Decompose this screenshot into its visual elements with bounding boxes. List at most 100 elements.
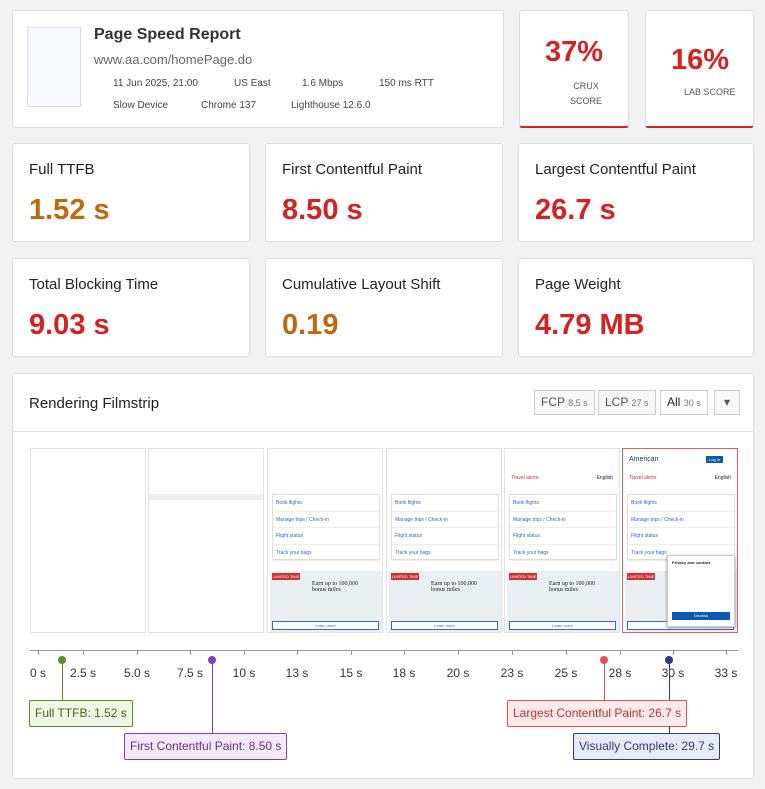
metric-label: Full TTFB xyxy=(29,161,95,178)
metric-value: 0.19 xyxy=(282,309,339,341)
divider xyxy=(13,431,753,432)
tab-time: 30 s xyxy=(683,398,701,408)
cta: Learn more xyxy=(272,621,379,630)
report-url[interactable]: www.aa.com/homePage.do xyxy=(94,52,253,67)
metric-card: Largest Contentful Paint 26.7 s xyxy=(518,143,754,242)
menu-item: Track your bags xyxy=(273,545,379,561)
badge: LIMITED TIME xyxy=(509,573,538,580)
marker-line xyxy=(62,660,63,700)
metric-label: Total Blocking Time xyxy=(29,276,159,293)
tick-label: 25 s xyxy=(554,666,578,680)
frame: Travel alerts English Book flights Manage t… xyxy=(504,448,620,633)
score-label: LAB SCORE xyxy=(684,87,736,97)
metric-label: Page Weight xyxy=(535,276,621,293)
axis-line xyxy=(30,650,738,651)
menu-item: Book flights xyxy=(628,495,734,512)
tick-label: 5.0 s xyxy=(123,666,151,680)
tab-time: 27 s xyxy=(631,398,649,408)
menu-item: Flight status xyxy=(510,528,616,545)
metric-card: Page Weight 4.79 MB xyxy=(518,258,754,357)
metric-card: Full TTFB 1.52 s xyxy=(12,143,250,242)
tab[interactable]: All 30 s xyxy=(660,390,708,415)
menu-item: Manage trips / Check-in xyxy=(628,512,734,528)
promo: LIMITED TIME Earn up to 100,000 bonus mil… xyxy=(507,571,619,632)
tab-time: 8.5 s xyxy=(568,398,588,408)
tick-label: 28 s xyxy=(608,666,632,680)
tab[interactable]: FCP 8.5 s xyxy=(534,390,595,415)
menu: Book flights Manage trips / Check-in Fligh… xyxy=(272,494,380,561)
tick-label: 30 s xyxy=(661,666,685,680)
tick-mark xyxy=(190,650,191,655)
alerts: Travel alerts xyxy=(511,475,539,481)
menu-item: Track your bags xyxy=(510,545,616,561)
menu-item: Manage trips / Check-in xyxy=(273,512,379,528)
menu-item: Book flights xyxy=(273,495,379,512)
metric-label: First Contentful Paint xyxy=(282,161,423,178)
language: English xyxy=(596,475,613,481)
tick-label: 23 s xyxy=(500,666,524,680)
marker-dot xyxy=(665,656,673,664)
tick-label: 18 s xyxy=(392,666,416,680)
promo-text: Earn up to 100,000 bonus miles xyxy=(312,581,358,593)
marker-label: Largest Contentful Paint: 26.7 s xyxy=(507,700,688,727)
menu-item: Flight status xyxy=(628,528,734,545)
tick-label: 20 s xyxy=(446,666,470,680)
score-value: 37% xyxy=(544,36,604,68)
marker-label: First Contentful Paint: 8.50 s xyxy=(124,733,288,760)
marker-dot xyxy=(600,656,608,664)
badge: LIMITED TIME xyxy=(391,573,420,580)
tick-mark xyxy=(673,650,674,655)
promo-text: Earn up to 100,000 bonus miles xyxy=(431,581,477,593)
menu-item: Flight status xyxy=(273,528,379,545)
frame: Travel alerts English American Log in Book f… xyxy=(622,448,738,633)
meta: Slow Device xyxy=(113,100,169,111)
tick-label: 33 s xyxy=(714,666,738,680)
marker-line xyxy=(212,660,213,733)
report-title: Page Speed Report xyxy=(94,26,241,43)
tick-mark xyxy=(458,650,459,655)
tab[interactable]: LCP 27 s xyxy=(598,390,656,415)
meta: US East xyxy=(234,78,271,89)
metric-card: First Contentful Paint 8.50 s xyxy=(265,143,503,242)
menu: Book flights Manage trips / Check-in Fligh… xyxy=(509,494,617,561)
meta: 11 Jun 2025, 21:00 xyxy=(113,78,198,89)
brand: American xyxy=(629,456,659,463)
tick-mark xyxy=(351,650,352,655)
promo: LIMITED TIME Earn up to 100,000 bonus mil… xyxy=(389,571,501,632)
metric-value: 4.79 MB xyxy=(535,309,645,341)
marker-line xyxy=(604,660,605,700)
menu: Book flights Manage trips / Check-in Fligh… xyxy=(627,494,735,561)
marker-dot xyxy=(208,656,216,664)
badge: LIMITED TIME xyxy=(627,573,656,580)
login: Log in xyxy=(706,456,723,463)
tick-label: 15 s xyxy=(339,666,363,680)
metric-value: 26.7 s xyxy=(535,194,616,226)
score-value: 16% xyxy=(670,44,730,76)
meta: 150 ms RTT xyxy=(379,78,434,89)
tick-label: 7.5 s xyxy=(176,666,204,680)
tab-label: All xyxy=(667,395,681,409)
page-thumbnail xyxy=(27,27,81,107)
menu-item: Book flights xyxy=(392,495,498,512)
meta: Lighthouse 12.6.0 xyxy=(291,100,371,111)
metric-card: Total Blocking Time 9.03 s xyxy=(12,258,250,357)
tick-mark xyxy=(512,650,513,655)
loading-bar xyxy=(149,494,263,500)
dismiss: Dismiss xyxy=(672,612,730,620)
score-card[interactable]: 16% LAB SCORE xyxy=(645,10,754,128)
privacy-dialog: Privacy and cookies Dismiss xyxy=(667,555,735,627)
frame: Book flights Manage trips / Check-in Fligh… xyxy=(386,448,502,633)
tab-label: LCP xyxy=(605,395,629,409)
tick-mark xyxy=(404,650,405,655)
promo: LIMITED TIME Earn up to 100,000 bonus mil… xyxy=(270,571,382,632)
menu-item: Flight status xyxy=(392,528,498,545)
metric-value: 8.50 s xyxy=(282,194,363,226)
tick-mark xyxy=(297,650,298,655)
tab-label: FCP xyxy=(541,395,565,409)
dropdown[interactable]: ▾ xyxy=(714,390,740,415)
marker-label: Full TTFB: 1.52 s xyxy=(29,700,133,727)
menu: Book flights Manage trips / Check-in Fligh… xyxy=(391,494,499,561)
marker-label: Visually Complete: 29.7 s xyxy=(573,733,721,760)
score-card[interactable]: 37% CRUX SCORE xyxy=(519,10,629,128)
